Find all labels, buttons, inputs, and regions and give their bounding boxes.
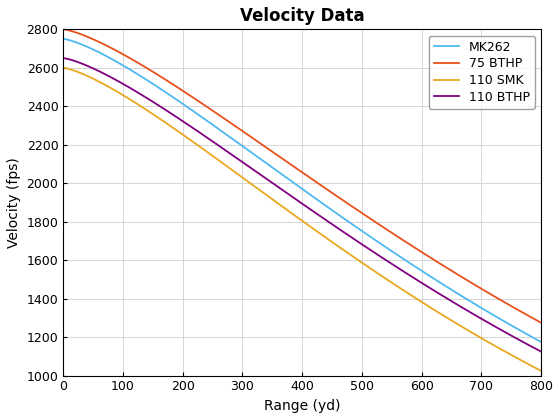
MK262 (337, 214, 344, 219)
110 SMK (350, 254, 357, 259)
110 BTHP (472, 312, 478, 318)
75 BTHP (60, 27, 67, 32)
X-axis label: Range (yd): Range (yd) (264, 399, 340, 413)
75 BTHP (422, 252, 429, 257)
Line: 110 SMK: 110 SMK (63, 68, 541, 371)
110 SMK (89, 76, 96, 81)
110 SMK (472, 332, 478, 337)
110 SMK (538, 368, 544, 373)
Y-axis label: Velocity (fps): Velocity (fps) (7, 157, 21, 248)
75 BTHP (350, 205, 357, 210)
MK262 (89, 47, 96, 52)
Line: MK262: MK262 (63, 39, 541, 342)
75 BTHP (337, 196, 344, 201)
75 BTHP (472, 282, 478, 287)
Title: Velocity Data: Velocity Data (240, 7, 365, 25)
Legend: MK262, 75 BTHP, 110 SMK, 110 BTHP: MK262, 75 BTHP, 110 SMK, 110 BTHP (429, 36, 535, 109)
110 SMK (337, 246, 344, 251)
MK262 (422, 271, 429, 276)
110 BTHP (422, 283, 429, 288)
110 BTHP (89, 66, 96, 71)
110 SMK (60, 65, 67, 70)
110 BTHP (364, 246, 371, 251)
110 BTHP (538, 349, 544, 354)
110 BTHP (60, 55, 67, 60)
Line: 110 BTHP: 110 BTHP (63, 58, 541, 352)
110 BTHP (337, 228, 344, 233)
MK262 (350, 223, 357, 228)
75 BTHP (538, 320, 544, 325)
Line: 75 BTHP: 75 BTHP (63, 29, 541, 323)
75 BTHP (364, 214, 371, 219)
110 BTHP (350, 236, 357, 241)
MK262 (472, 302, 478, 307)
MK262 (60, 37, 67, 42)
110 SMK (422, 302, 429, 307)
110 SMK (364, 264, 371, 269)
75 BTHP (89, 37, 96, 42)
MK262 (538, 339, 544, 344)
MK262 (364, 232, 371, 237)
